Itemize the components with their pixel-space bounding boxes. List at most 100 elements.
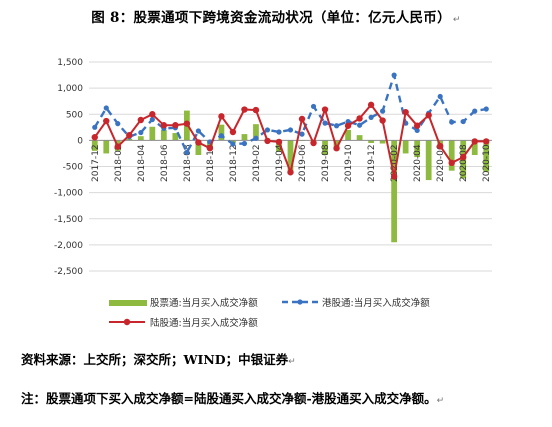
x-tick-label: 2019-04	[275, 144, 285, 182]
mainland-connect-point	[172, 122, 179, 129]
hk-connect-point	[287, 127, 294, 133]
hk-connect-point	[92, 124, 98, 130]
bar	[103, 140, 110, 154]
bar	[425, 140, 432, 181]
bar	[322, 140, 328, 156]
mainland-connect-point	[483, 138, 490, 145]
y-tick-label: -1,000	[54, 189, 83, 199]
mainland-connect-point	[114, 143, 121, 150]
x-tick-label: 2019-06	[298, 144, 308, 182]
x-tick-label: 2018-12	[229, 144, 239, 182]
hk-connect-point	[218, 133, 225, 139]
hk-connect-point	[195, 128, 201, 134]
mainland-connect-point	[321, 106, 329, 113]
hk-connect-point	[149, 116, 155, 123]
y-tick-label: 1,500	[57, 58, 83, 68]
hk-connect-point	[483, 106, 489, 112]
hk-connect-point	[368, 114, 374, 120]
bar	[91, 140, 98, 151]
hk-connect-point	[322, 120, 328, 126]
mainland-connect-point	[448, 159, 455, 167]
y-tick-label: -2,000	[54, 241, 83, 251]
hk-connect-point	[103, 105, 109, 111]
hk-connect-point	[356, 122, 363, 128]
source-return-mark: ↵	[288, 357, 296, 367]
bar	[126, 138, 133, 141]
hk-connect-point	[241, 140, 248, 147]
y-tick-label: 1,000	[57, 84, 83, 94]
bar	[276, 140, 282, 152]
chart: 1,500 1,000 500 0 -500 -1,000 -1,500 -2,000 -2,5…	[54, 58, 492, 329]
hk-connect-point	[230, 141, 236, 147]
bar	[160, 129, 167, 141]
bar	[137, 136, 144, 141]
mainland-connect-point	[460, 153, 467, 161]
x-tick-label: 2018-10	[206, 144, 216, 182]
footnote: 注：股票通项下买入成交净额=陆股通买入成交净额-港股通买入成交净额。↵	[21, 388, 444, 407]
bar	[368, 140, 374, 143]
mainland-connect-point	[206, 145, 214, 152]
bar	[218, 124, 225, 141]
mainland-connect-point	[91, 134, 98, 141]
legend-swatch-bar	[109, 300, 147, 306]
x-tick-label: 2019-02	[252, 144, 262, 182]
bar-series	[91, 110, 490, 243]
legend-marker-mainland	[123, 318, 131, 326]
mainland-connect-point	[425, 112, 432, 119]
mainland-connect-point	[264, 137, 271, 145]
bar	[149, 126, 156, 141]
x-tick-label: 2020-10	[482, 144, 492, 182]
mainland-connect-point	[241, 106, 248, 113]
hk-connect-point	[264, 127, 271, 133]
hk-connect-point	[437, 93, 443, 100]
legend: 股票通:当月买入成交净额 港股通:当月买入成交净额 陆股通:当月买入成交净额	[109, 297, 430, 329]
mainland-connect-point	[390, 173, 398, 180]
bar	[172, 133, 179, 141]
bar	[379, 140, 386, 144]
hk-connect-point	[184, 149, 190, 155]
bar	[195, 140, 202, 156]
bar	[241, 134, 248, 141]
hk-connect-point	[472, 108, 478, 114]
y-axis-ticks: 1,500 1,000 500 0 -500 -1,000 -1,500 -2,000 -2,5…	[54, 58, 83, 277]
bar	[483, 140, 490, 172]
footnote-return-mark: ↵	[436, 396, 445, 406]
bar	[471, 140, 478, 156]
hk-connect-point	[414, 127, 420, 134]
source-note: 资料来源：上交所；深交所；WIND；中银证券↵	[21, 349, 296, 368]
y-tick-label: 500	[66, 110, 83, 120]
hk-connect-point	[138, 129, 144, 136]
hk-connect-point	[380, 108, 386, 114]
mainland-connect-point	[229, 128, 237, 136]
bar	[448, 140, 455, 171]
legend-marker-hk	[297, 299, 303, 305]
x-tick-label: 2018-04	[137, 144, 147, 182]
x-tick-label: 2017-12	[91, 144, 101, 182]
x-axis-ticks: 2017-12 2018-02 2018-04 2018-06 2018-08 2018-…	[91, 144, 492, 182]
hk-connect-point	[253, 135, 259, 141]
y-tick-label: -1,500	[54, 215, 83, 225]
footnote-text: 注：股票通项下买入成交净额=陆股通买入成交净额-港股通买入成交净额。	[21, 391, 437, 406]
hk-connect-point	[276, 129, 282, 135]
chart-title-text: 图 8：股票通项下跨境资金流动状况（单位：亿元人民币）	[91, 10, 451, 26]
bar	[253, 124, 259, 141]
mainland-connect-point	[149, 111, 156, 118]
chart-title: 图 8：股票通项下跨境资金流动状况（单位：亿元人民币） ↵	[0, 6, 552, 26]
return-mark: ↵	[452, 15, 461, 25]
legend-label-bar: 股票通:当月买入成交净额	[150, 297, 258, 309]
mainland-connect-point	[379, 117, 386, 124]
mainland-connect-point	[183, 120, 191, 127]
mainland-connect-point	[298, 115, 306, 123]
mainland-connect-point	[126, 131, 133, 139]
bar	[402, 140, 409, 154]
x-tick-label: 2020-02	[390, 144, 400, 182]
legend-label-mainland: 陆股通:当月买入成交净额	[150, 317, 258, 329]
x-tick-label: 2019-08	[321, 144, 331, 182]
hk-connect-point	[391, 72, 397, 78]
mainland-connect-point	[333, 145, 340, 152]
bar	[287, 140, 294, 173]
hk-connect-point	[299, 131, 305, 137]
bar	[356, 135, 363, 141]
mainland-connect-point	[137, 116, 145, 124]
hk-connect-line	[93, 73, 487, 154]
